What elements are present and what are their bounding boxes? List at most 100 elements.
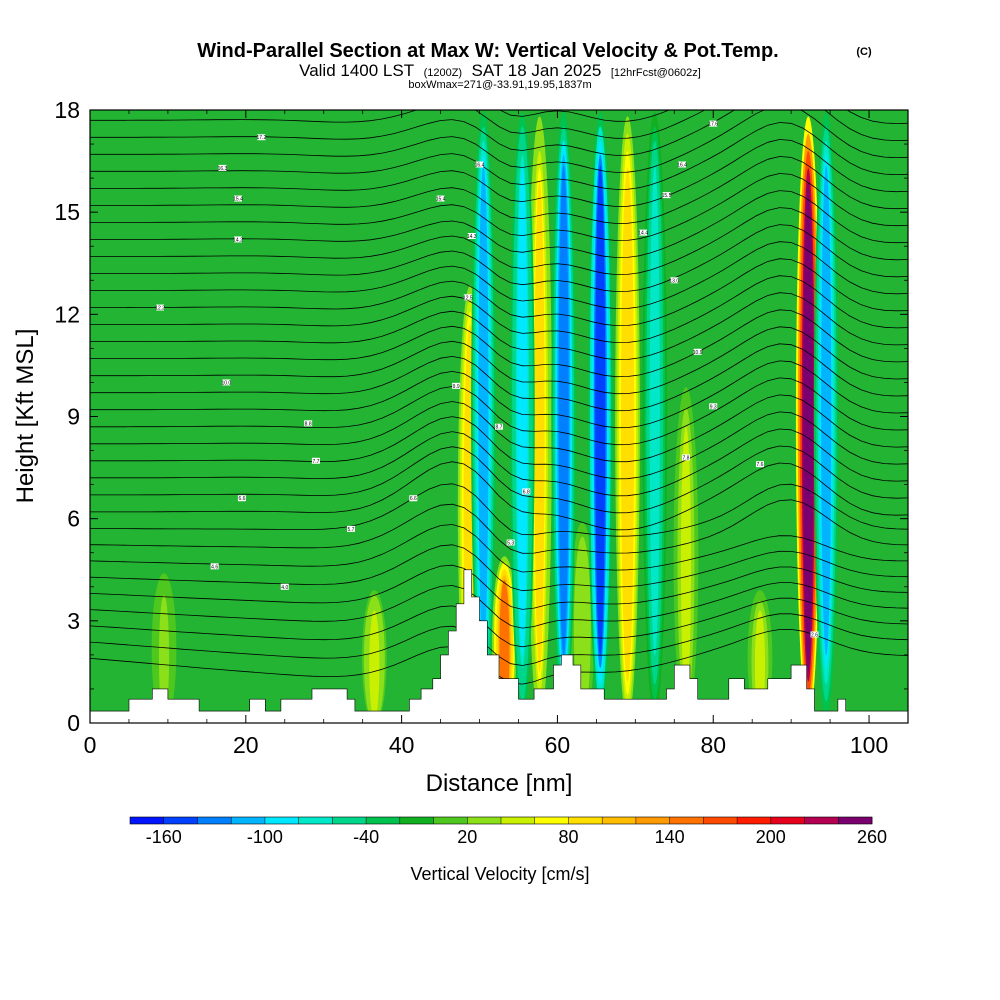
contour-label: 12.5 [463, 294, 473, 301]
subtitle-zulu: (1200Z) [424, 67, 463, 79]
contour-label-box [452, 382, 461, 389]
colorbar-swatch [467, 817, 502, 824]
contour-label-text: 6.6 [410, 496, 417, 502]
isentrope-line [90, 428, 908, 497]
contour-label-text: 8.7 [496, 425, 503, 431]
contour-label: 4.0 [280, 583, 289, 591]
colorbar-swatch [332, 817, 367, 824]
isentrope-line [90, 394, 908, 463]
chart-title: Wind-Parallel Section at Max W: Vertical… [197, 40, 778, 62]
contour-label: 7.7 [311, 457, 320, 465]
isentrope-line [90, 564, 908, 610]
contour-label-text: 14.3 [467, 234, 477, 240]
contour-label-text: 15.4 [436, 197, 446, 203]
contour-label-box [436, 195, 445, 202]
colorbar-label: -160 [146, 827, 182, 847]
isentrope-line [90, 173, 908, 241]
y-tick-label: 12 [54, 301, 80, 327]
y-axis-title: Height [Kft MSL] [12, 329, 39, 504]
subtitle-line: Valid 1400 LST (1200Z) SAT 18 Jan 2025 [… [299, 61, 701, 80]
contour-labels: 17.2 16.3 15.4 14.2 12.2 10.0 8.8 7.7 6.6 5.7 4.6 4… [155, 120, 819, 638]
colorbar-swatch [568, 817, 603, 824]
isentrope-line [90, 207, 908, 276]
isentrope-line [90, 275, 908, 344]
colorbar-swatch [197, 817, 232, 824]
contour-label-box [210, 563, 219, 570]
colorbar-swatch [264, 817, 300, 824]
contour-label-text: 16.3 [218, 166, 228, 172]
contour-label-box [495, 423, 503, 430]
contour-label: 4.6 [210, 563, 219, 570]
y-tick-label: 9 [67, 404, 80, 430]
contour-label-box [409, 495, 418, 502]
contour-label-text: 8.8 [305, 421, 312, 427]
isentrope-line [90, 360, 908, 429]
contour-label-box [234, 195, 243, 202]
contour-label-box [681, 454, 690, 461]
contour-label-box [218, 164, 227, 171]
colorbar-swatch [804, 817, 839, 824]
isentrope-line [90, 309, 908, 378]
contour-label-text: 15.4 [233, 197, 243, 203]
y-tick-label: 3 [67, 608, 80, 634]
colorbar-swatch [602, 817, 637, 824]
colorbar-label: 200 [756, 827, 786, 847]
downdraft-band [595, 165, 606, 656]
colorbar-swatch [130, 817, 165, 824]
contour-label-box [156, 304, 165, 311]
contour-label-box [280, 583, 289, 590]
contour-label-text: 4.0 [281, 585, 288, 591]
downdraft-band [649, 165, 660, 656]
contour-label-box [522, 488, 531, 495]
downdraft-band [821, 165, 832, 656]
contour-label-box [670, 277, 679, 284]
y-tick-label: 15 [54, 199, 80, 225]
colorbar-label: 20 [457, 827, 477, 847]
contour-label-text: 10.0 [221, 380, 231, 386]
contour-label-box [475, 161, 484, 168]
isentrope-line [90, 461, 908, 531]
contour-label-text: 13.0 [669, 278, 679, 284]
contour-label: 17.2 [257, 134, 266, 141]
contour-label-text: 7.8 [682, 455, 689, 461]
x-tick-label: 20 [233, 732, 259, 758]
updraft-band [158, 595, 170, 718]
colorbar-label: 80 [558, 827, 578, 847]
isentrope-line [90, 524, 908, 573]
contour-label: 13.0 [669, 277, 679, 284]
contour-label-box [311, 457, 320, 464]
plot-area: 17.2 16.3 15.4 14.2 12.2 10.0 8.8 7.7 6.6 5.7 4.6 4… [90, 110, 908, 723]
contour-label-box [463, 294, 472, 301]
contour-label-box [662, 192, 671, 199]
colorbar-label: 260 [857, 827, 887, 847]
contour-label-box [222, 379, 231, 386]
contour-label-text: 9.9 [453, 384, 460, 390]
y-tick-label: 6 [67, 506, 80, 532]
x-tick-label: 100 [850, 732, 888, 758]
x-tick-label: 0 [84, 732, 97, 758]
colorbar-swatch [399, 817, 434, 824]
subtitle-valid: Valid 1400 LST [299, 61, 414, 80]
y-axis: 0 3 6 9 12 15 18 [54, 97, 908, 736]
contour-label: 14.2 [233, 236, 243, 243]
contour-label-box [693, 348, 702, 355]
contour-label: 10.9 [693, 348, 703, 356]
contour-label: 2.6 [810, 631, 819, 638]
isentrope-line [90, 377, 908, 446]
contour-label-text: 17.6 [708, 122, 718, 128]
isentrope-line [90, 190, 908, 258]
updraft-band [680, 426, 692, 699]
contour-label-box [304, 420, 313, 427]
contour-label-text: 14.2 [233, 237, 243, 243]
contour-label-box [709, 403, 718, 410]
colorbar-swatch [534, 817, 569, 824]
contour-label: 15.4 [233, 195, 243, 203]
contour-label-text: 12.2 [155, 306, 165, 312]
contour-label-text: 5.7 [348, 527, 355, 533]
contour-label-box [467, 233, 476, 240]
contour-label: 8.7 [495, 423, 503, 431]
y-tick-label: 0 [67, 710, 80, 736]
contour-label: 7.6 [755, 461, 764, 468]
colorbar-swatch [433, 817, 468, 824]
isentrope-line [90, 110, 908, 156]
